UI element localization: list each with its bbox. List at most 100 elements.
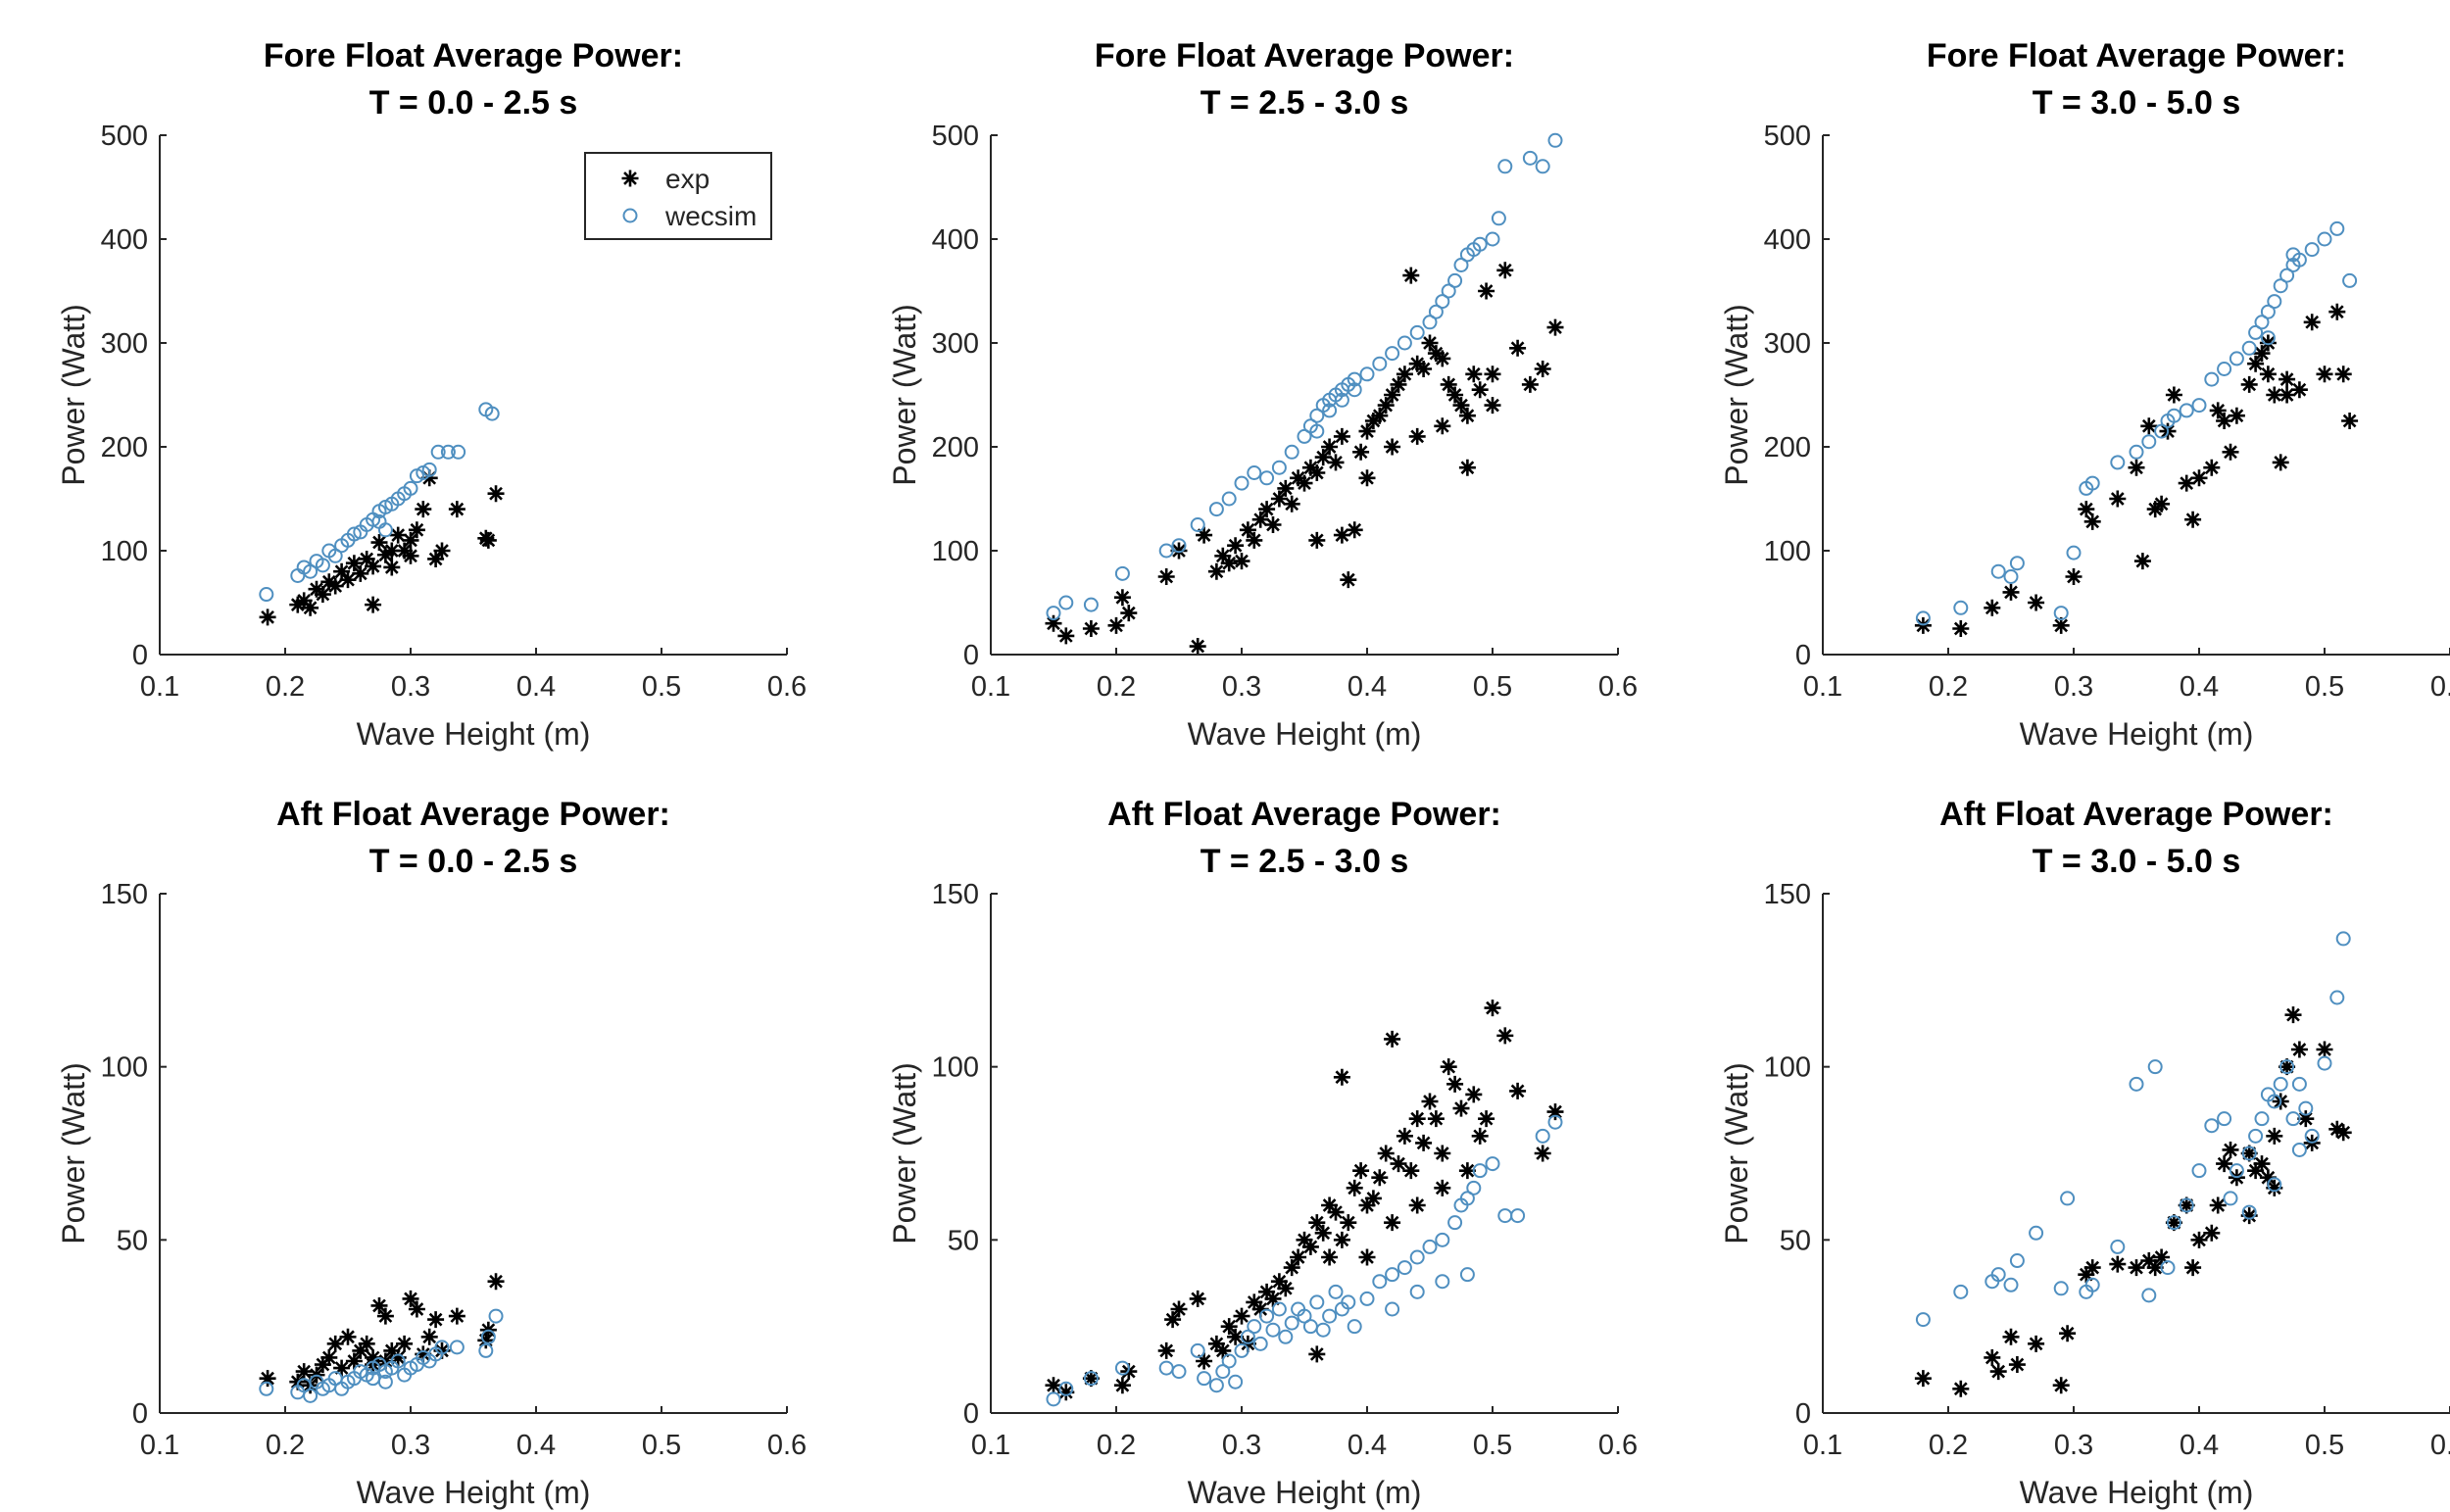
wecsim-point xyxy=(1372,356,1388,371)
exp-point xyxy=(2184,1259,2202,1277)
y-tick-label: 100 xyxy=(1764,1052,1811,1084)
exp-point xyxy=(1327,1203,1345,1221)
exp-point xyxy=(1458,407,1476,424)
y-tick-label: 400 xyxy=(932,224,979,256)
exp-point xyxy=(1227,537,1245,555)
exp-point xyxy=(1478,1110,1495,1128)
exp-point xyxy=(1314,1224,1332,1242)
wecsim-point xyxy=(2179,403,2194,418)
exp-point xyxy=(320,573,338,591)
wecsim-point xyxy=(1309,1294,1325,1310)
wecsim-point xyxy=(1409,1284,1425,1299)
wecsim-point xyxy=(1302,1319,1318,1335)
chart-title: Fore Float Average Power: xyxy=(264,37,683,74)
exp-point xyxy=(1440,1058,1457,1076)
wecsim-point xyxy=(2317,231,2332,247)
wecsim-point xyxy=(1547,132,1563,148)
y-tick-label: 0 xyxy=(963,640,979,671)
exp-point xyxy=(1246,531,1263,549)
wecsim-point xyxy=(1428,304,1444,319)
axes: 0.1 0.2 0.3 0.4 0.5 0.6 0 100 200 300 400 500 xyxy=(932,121,1639,703)
y-tick-label: 0 xyxy=(963,1398,979,1430)
exp-point xyxy=(2341,413,2359,429)
x-tick-label: 0.6 xyxy=(767,1430,807,1461)
x-tick-label: 0.1 xyxy=(1803,671,1842,703)
exp-point xyxy=(1352,443,1370,461)
exp-point xyxy=(1296,1231,1313,1248)
series-exp xyxy=(1045,262,1564,656)
wecsim-point xyxy=(1510,1208,1526,1224)
legend-exp-marker xyxy=(621,170,639,187)
exp-point xyxy=(1264,1290,1282,1307)
wecsim-point xyxy=(1485,1156,1500,1172)
x-tick-label: 0.6 xyxy=(2430,1430,2450,1461)
exp-point xyxy=(339,571,357,589)
wecsim-point xyxy=(1315,1322,1331,1338)
wecsim-point xyxy=(2110,455,2126,470)
exp-point xyxy=(1465,1086,1483,1103)
x-tick-label: 0.1 xyxy=(140,671,179,703)
exp-point xyxy=(333,1359,351,1377)
exp-point xyxy=(1189,1290,1206,1307)
points xyxy=(1045,132,1564,656)
wecsim-point xyxy=(421,462,437,477)
exp-point xyxy=(2190,1231,2208,1248)
wecsim-point xyxy=(1190,1342,1205,1358)
wecsim-point xyxy=(2273,1076,2288,1092)
exp-point xyxy=(2109,1255,2127,1273)
exp-point xyxy=(314,1356,331,1374)
exp-point xyxy=(408,1300,425,1318)
exp-point xyxy=(2278,386,2296,404)
x-axis-label: Wave Height (m) xyxy=(1188,716,1422,752)
exp-point xyxy=(427,550,445,567)
wecsim-point xyxy=(480,1329,496,1344)
wecsim-point xyxy=(2273,278,2288,294)
exp-point xyxy=(2028,594,2045,611)
wecsim-point xyxy=(1396,335,1412,351)
exp-point xyxy=(2008,1356,2026,1374)
exp-point xyxy=(2316,366,2333,383)
wecsim-point xyxy=(2267,294,2282,310)
x-tick-label: 0.6 xyxy=(767,671,807,703)
wecsim-point xyxy=(2166,408,2181,423)
x-tick-label: 0.2 xyxy=(1929,1430,1968,1461)
exp-point xyxy=(1333,1231,1350,1248)
exp-point xyxy=(1914,1370,1932,1388)
exp-point xyxy=(402,531,419,549)
x-tick-label: 0.2 xyxy=(266,671,305,703)
wecsim-point xyxy=(2147,1059,2163,1075)
exp-point xyxy=(2052,1377,2070,1394)
wecsim-point xyxy=(2229,1163,2244,1179)
exp-point xyxy=(1546,1103,1564,1121)
exp-point xyxy=(1484,366,1501,383)
exp-point xyxy=(2266,1127,2283,1145)
exp-point xyxy=(2259,334,2277,352)
y-tick-label: 0 xyxy=(1795,1398,1811,1430)
exp-point xyxy=(1107,616,1125,634)
exp-point xyxy=(1521,375,1539,393)
exp-point xyxy=(1321,1248,1339,1266)
x-tick-label: 0.2 xyxy=(1929,671,1968,703)
exp-point xyxy=(1233,553,1250,570)
y-axis-label: Power (Watt) xyxy=(887,304,922,486)
exp-point xyxy=(2222,1141,2239,1158)
exp-point xyxy=(314,586,331,604)
exp-point xyxy=(1220,1318,1238,1336)
wecsim-point xyxy=(1083,597,1099,612)
exp-point xyxy=(2140,417,2158,435)
exp-point xyxy=(420,1328,438,1345)
exp-point xyxy=(1333,1068,1350,1086)
wecsim-point xyxy=(2191,398,2207,414)
exp-point xyxy=(289,596,307,613)
exp-point xyxy=(1446,1075,1464,1093)
wecsim-point xyxy=(2066,545,2082,561)
wecsim-point xyxy=(2248,324,2264,340)
wecsim-point xyxy=(2267,1177,2282,1193)
wecsim-point xyxy=(2003,569,2019,584)
exp-point xyxy=(1283,495,1300,512)
wecsim-point xyxy=(346,526,362,542)
exp-point xyxy=(1377,397,1395,415)
exp-point xyxy=(1390,375,1407,393)
exp-point xyxy=(2334,366,2352,383)
exp-point xyxy=(1465,366,1483,383)
